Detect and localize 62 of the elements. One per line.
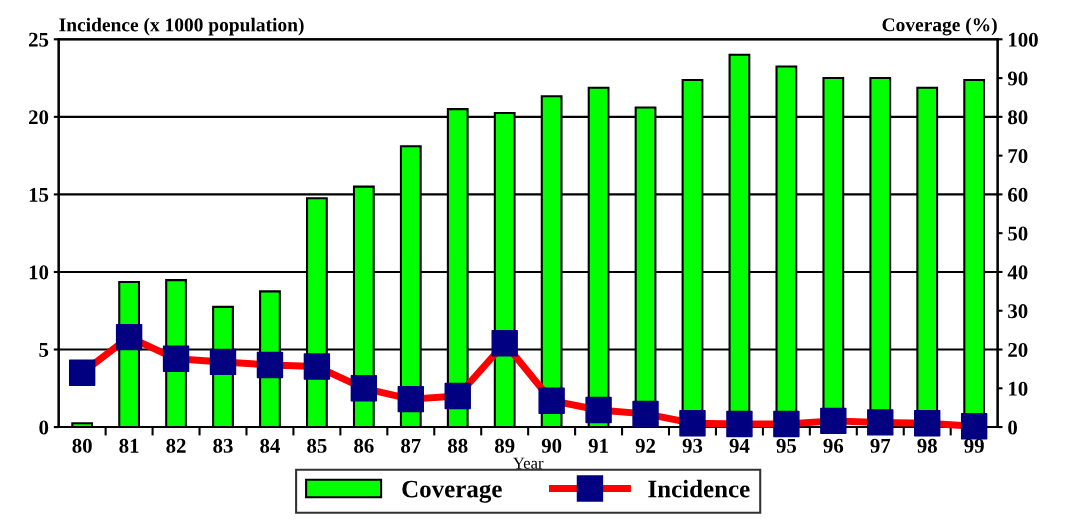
x-tick-label: 84 bbox=[260, 438, 280, 453]
y-tick-label: 0 bbox=[39, 420, 49, 435]
x-tick-label: 87 bbox=[401, 438, 421, 453]
x-tick-label: 85 bbox=[307, 438, 327, 453]
point bbox=[867, 409, 894, 436]
x-tick-label: 92 bbox=[635, 438, 656, 453]
y-tick-label: 5 bbox=[39, 343, 49, 357]
y-tick-label: 15 bbox=[29, 187, 49, 202]
y2-tick-label: 40 bbox=[1007, 265, 1028, 280]
point bbox=[960, 413, 988, 440]
point bbox=[68, 359, 96, 386]
x-tick-label: 90 bbox=[541, 438, 562, 453]
x-tick-label: 88 bbox=[448, 438, 468, 453]
point bbox=[444, 382, 471, 410]
y-tick-label: 20 bbox=[29, 110, 49, 125]
y2-tick-label: 0 bbox=[1008, 420, 1017, 435]
point bbox=[914, 409, 941, 437]
x-axis-title: Year bbox=[512, 457, 544, 469]
y2-tick-label: 100 bbox=[1009, 32, 1038, 47]
x-tick-label: 89 bbox=[494, 438, 515, 453]
legend-label: Incidence bbox=[648, 479, 750, 498]
y2-tick-label: 60 bbox=[1008, 187, 1028, 202]
point bbox=[303, 353, 331, 380]
y-tick-label: 10 bbox=[29, 265, 49, 280]
legend-label: Coverage bbox=[402, 480, 502, 503]
y2-tick-label: 50 bbox=[1008, 226, 1028, 241]
x-tick-label: 98 bbox=[917, 438, 937, 453]
x-tick-label: 95 bbox=[776, 438, 797, 453]
point bbox=[726, 410, 753, 438]
x-tick-label: 94 bbox=[729, 438, 750, 453]
x-tick-label: 86 bbox=[354, 438, 374, 453]
x-tick-label: 93 bbox=[682, 438, 703, 453]
point bbox=[585, 396, 612, 424]
point bbox=[209, 348, 237, 376]
point bbox=[538, 387, 565, 414]
y2-tick-label: 20 bbox=[1008, 342, 1028, 357]
point bbox=[820, 407, 847, 435]
point bbox=[773, 410, 800, 438]
x-tick-label: 96 bbox=[823, 438, 844, 453]
y-tick-label: 25 bbox=[29, 32, 49, 47]
point bbox=[491, 330, 518, 357]
y2-tick-label: 30 bbox=[1008, 304, 1028, 319]
x-tick-label: 91 bbox=[588, 438, 608, 453]
point bbox=[350, 375, 378, 402]
x-tick-label: 97 bbox=[870, 438, 891, 453]
point bbox=[256, 351, 284, 379]
point bbox=[397, 385, 424, 413]
point bbox=[679, 409, 706, 437]
y2-tick-label: 90 bbox=[1007, 71, 1028, 86]
y2-tick-label: 70 bbox=[1008, 149, 1028, 164]
point bbox=[632, 400, 659, 428]
x-tick-label: 99 bbox=[964, 438, 984, 453]
y2-axis-title: Coverage (%) bbox=[882, 17, 997, 36]
y-axis-title: Incidence (x 1000 population) bbox=[59, 17, 304, 36]
x-tick-label: 82 bbox=[166, 438, 186, 453]
x-tick-label: 83 bbox=[213, 438, 233, 453]
x-tick-label: 81 bbox=[119, 438, 139, 453]
y2-tick-label: 10 bbox=[1009, 381, 1028, 396]
point bbox=[115, 323, 143, 351]
x-tick-label: 80 bbox=[72, 438, 92, 453]
point bbox=[162, 345, 190, 373]
y2-tick-label: 80 bbox=[1008, 110, 1028, 125]
